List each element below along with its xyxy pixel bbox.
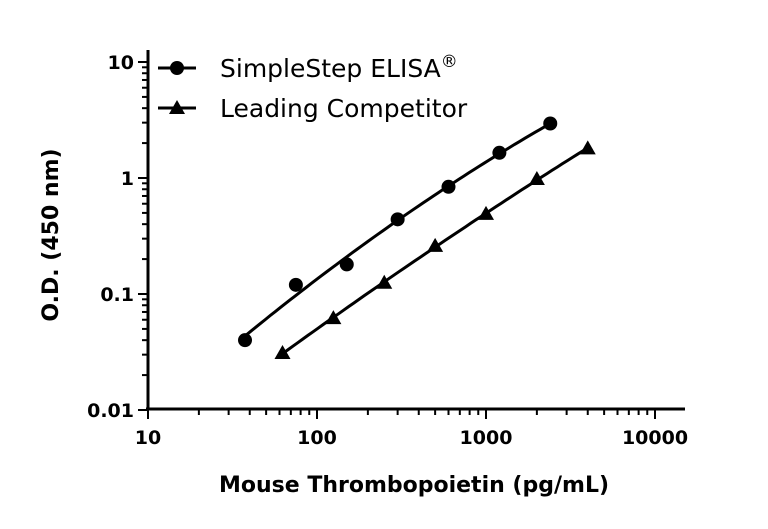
data-point-circle [238, 333, 253, 348]
legend-marker-triangle [169, 100, 185, 114]
marks [238, 116, 596, 360]
data-point-circle [441, 179, 456, 194]
legend-label-competitor: Leading Competitor [220, 94, 468, 123]
data-point-circle [288, 277, 303, 292]
data-point-circle [390, 212, 405, 227]
data-point-triangle [376, 274, 393, 289]
data-point-triangle [478, 205, 494, 220]
data-point-circle [339, 257, 354, 272]
axes: 0.01 0.1 1 10 10 100 1000 10000 [87, 50, 688, 449]
data-point-circle [543, 116, 558, 131]
y-tick-label: 1 [121, 168, 134, 190]
data-point-triangle [579, 140, 596, 155]
y-tick-label: 0.01 [87, 400, 134, 422]
x-tick-label: 10000 [622, 427, 688, 449]
data-point-triangle [528, 171, 545, 186]
y-tick-label: 0.1 [100, 284, 134, 306]
legend-label-simplestep: SimpleStep ELISA® [220, 52, 458, 83]
data-point-triangle [427, 237, 444, 252]
x-axis-label: Mouse Thrombopoietin (pg/mL) [219, 473, 609, 498]
y-axis-label: O.D. (450 nm) [39, 148, 64, 321]
x-tick-label: 1000 [460, 427, 513, 449]
y-tick-label: 10 [108, 52, 134, 74]
legend-marker-circle [170, 61, 184, 75]
x-tick-label: 10 [135, 427, 161, 449]
data-point-circle [492, 145, 507, 160]
x-tick-label: 100 [297, 427, 337, 449]
legend: SimpleStep ELISA® Leading Competitor [158, 52, 468, 123]
data-point-triangle [274, 345, 291, 360]
data-point-triangle [325, 310, 342, 325]
